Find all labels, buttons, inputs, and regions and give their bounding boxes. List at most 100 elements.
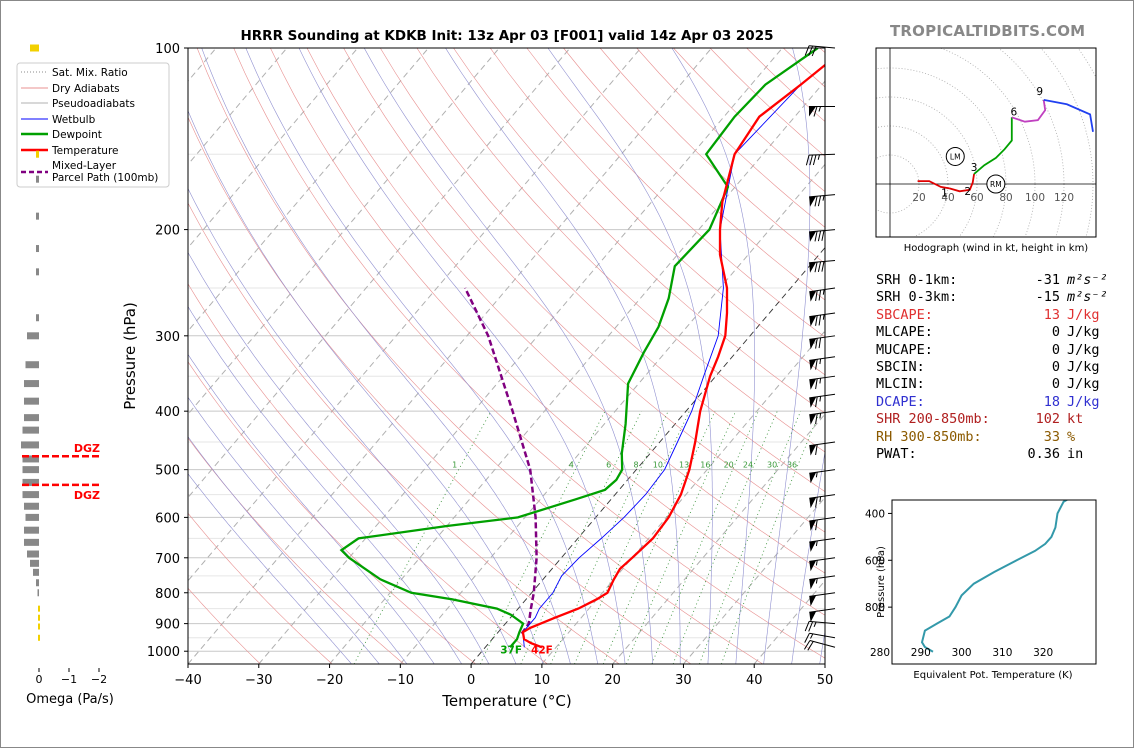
omega-bar <box>38 623 40 630</box>
wind-barb <box>809 632 836 639</box>
parcel-path-line <box>463 287 538 635</box>
moist-adiabat <box>201 48 571 664</box>
moist-adiabat <box>188 473 352 664</box>
wind-barb <box>809 620 836 625</box>
wind-barb-half-feather <box>822 289 825 295</box>
wind-barb-half-feather <box>819 413 822 419</box>
hodograph-ring-label: 40 <box>941 192 954 204</box>
mixing-ratio-line <box>651 411 759 664</box>
hodograph-trace <box>973 117 1013 175</box>
isotherm-line <box>329 80 825 664</box>
theta-e-y-title: Pressure (hPa) <box>876 546 887 618</box>
omega-bar <box>38 634 40 641</box>
wind-barb-feather <box>815 444 818 455</box>
storm-motion-marker <box>945 146 965 166</box>
wind-barb-feather <box>813 106 818 117</box>
mixing-ratio-label: 30 <box>767 461 777 470</box>
index-unit: J/kg <box>1067 376 1100 393</box>
dry-adiabat <box>599 48 825 264</box>
index-value: 102 <box>1035 411 1060 428</box>
index-unit: J/kg <box>1067 358 1100 375</box>
x-tick-label: 40 <box>746 673 763 688</box>
index-row: PWAT: 0.36 in <box>876 446 1108 463</box>
wind-barb-flag <box>809 472 817 484</box>
dry-adiabat <box>188 116 692 664</box>
wind-barb-half-feather <box>810 633 814 639</box>
freezing-isotherm <box>470 247 825 664</box>
index-unit: J/kg <box>1067 306 1100 323</box>
wind-barb <box>809 640 836 648</box>
omega-bar <box>24 397 39 405</box>
wind-barb-half-feather <box>815 540 818 547</box>
index-unit: J/kg <box>1067 341 1100 358</box>
index-unit: m²s⁻² <box>1067 289 1108 306</box>
index-value: -15 <box>1035 289 1060 306</box>
legend: Sat. Mix. Ratio Dry Adiabats Pseudoadiabat… <box>16 62 170 188</box>
x-tick-label: 20 <box>604 673 621 688</box>
y-tick-label: 700 <box>155 552 180 567</box>
dry-adiabat <box>188 587 261 664</box>
legend-label: Parcel Path (100mb) <box>52 172 158 184</box>
dry-adiabat <box>306 48 825 574</box>
index-value: 0 <box>1051 358 1060 375</box>
isotherm-line <box>188 48 571 499</box>
moist-adiabat <box>763 48 811 664</box>
wind-barb-flag <box>809 595 817 607</box>
dry-adiabat <box>709 48 825 157</box>
omega-bar <box>36 579 39 587</box>
wind-barb-feather <box>818 314 822 326</box>
index-label: SHR 200-850mb: <box>876 411 990 428</box>
omega-bar <box>36 245 39 253</box>
wind-barb-feather <box>817 230 822 242</box>
omega-bar <box>24 414 39 422</box>
omega-bar <box>24 502 39 510</box>
index-label: SBCAPE: <box>876 306 933 323</box>
moist-adiabat <box>188 251 490 664</box>
hodograph-trace <box>1043 99 1094 132</box>
dry-adiabat <box>188 202 620 664</box>
theta-e-x-tick-label: 280 <box>870 647 890 659</box>
hodograph-height-label: 6 <box>1010 106 1017 118</box>
wind-barb-feather <box>809 154 813 166</box>
index-label: SBCIN: <box>876 358 925 375</box>
omega-bar <box>22 491 39 499</box>
wind-barb-flag <box>809 106 816 117</box>
index-value: 0 <box>1051 341 1060 358</box>
isotherm-line <box>188 48 642 582</box>
y-tick-label: 600 <box>155 511 180 526</box>
y-tick-label: 1000 <box>147 645 180 660</box>
dry-adiabat <box>526 48 825 338</box>
isotherm-line <box>541 330 825 664</box>
mixing-ratio-line <box>672 411 778 664</box>
wind-barb-flag <box>809 359 817 371</box>
isotherm-line <box>399 163 825 664</box>
wind-barb-half-feather <box>815 578 818 584</box>
wind-barb <box>809 259 836 264</box>
index-label: MLCAPE: <box>876 324 933 341</box>
index-value: 18 <box>1043 393 1060 410</box>
skewt-frame <box>187 47 826 665</box>
index-value: -31 <box>1035 272 1060 288</box>
wind-barb <box>808 153 836 156</box>
wind-barb-half-feather <box>822 314 825 320</box>
wind-barb-half-feather <box>818 106 821 112</box>
wind-barb-flag <box>809 338 817 350</box>
wind-barb-feather <box>804 621 810 632</box>
moist-adiabat <box>188 436 380 664</box>
dgz-label: DGZ <box>74 489 100 502</box>
wind-barb-flag <box>809 578 817 590</box>
index-unit: kt <box>1067 411 1084 428</box>
index-row: SBCIN: 0 J/kg <box>876 359 1108 376</box>
hodograph-trace <box>917 180 950 190</box>
hodograph-ring-label: 60 <box>970 192 983 204</box>
chart-title: HRRR Sounding at KDKB Init: 13z Apr 03 [… <box>240 28 773 44</box>
index-label: DCAPE: <box>876 393 925 410</box>
wind-barb-feather <box>814 261 818 273</box>
wind-barb-half-feather <box>819 358 822 365</box>
index-row: DCAPE: 18 J/kg <box>876 394 1108 411</box>
isotherm-line <box>683 496 825 664</box>
theta-e-x-tick-label: 300 <box>952 647 972 659</box>
mixing-ratio-label: 24 <box>743 461 753 470</box>
y-tick-label: 500 <box>155 464 180 479</box>
